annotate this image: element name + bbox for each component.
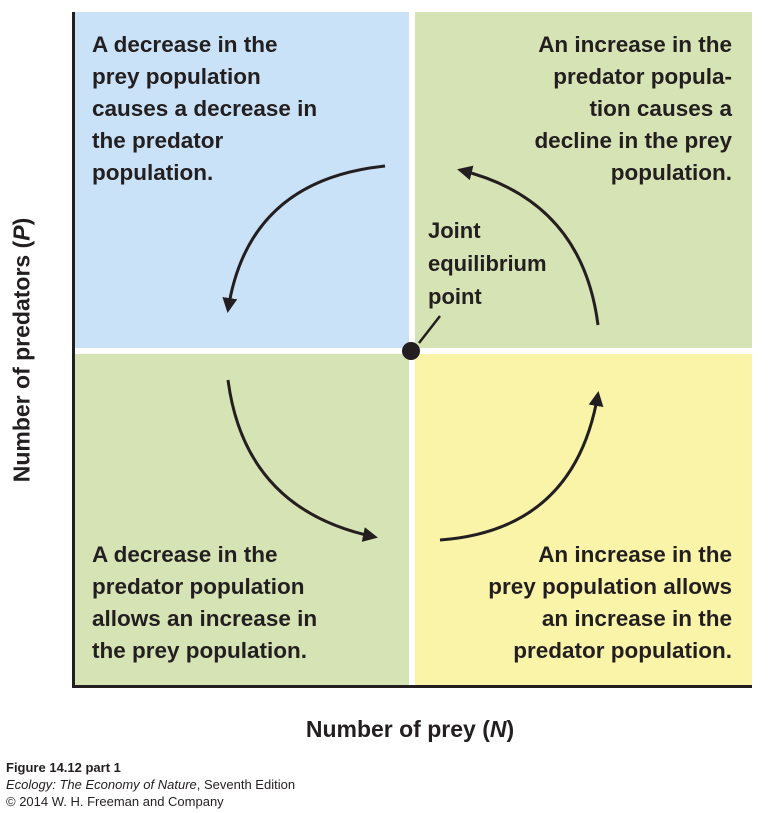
text-line: prey population allows	[488, 574, 732, 599]
quadrant-top-left	[75, 12, 409, 348]
text-line: equilibrium	[428, 251, 547, 276]
text-line: an increase in the	[541, 606, 732, 631]
text-line: predator popula-	[553, 64, 732, 89]
quadrant-top-left-text: A decrease in the prey population causes…	[92, 29, 392, 189]
equilibrium-point	[402, 342, 420, 360]
figure-caption: Figure 14.12 part 1 Ecology: The Economy…	[6, 759, 295, 810]
book-edition: , Seventh Edition	[196, 777, 296, 792]
arrow-bottom-right	[439, 391, 604, 542]
y-axis-label: Number of predators (P)	[9, 218, 36, 483]
quadrant-bottom-left	[75, 354, 409, 685]
quadrant-bottom-right-text: An increase in the prey population allow…	[422, 539, 732, 667]
text-line: the predator	[92, 128, 224, 153]
text-line: decline in the prey	[534, 128, 732, 153]
y-axis-variable: P	[8, 225, 35, 241]
equilibrium-pointer	[418, 315, 441, 344]
text-line: An increase in the	[538, 542, 732, 567]
quadrant-top-right-text: An increase in the predator popula- tion…	[432, 29, 732, 189]
x-axis-label-text: Number of prey (	[305, 716, 490, 742]
text-line: predator population	[92, 574, 305, 599]
arrow-top-right	[457, 165, 600, 326]
text-line: allows an increase in	[92, 606, 318, 631]
quadrant-bottom-left-text: A decrease in the predator population al…	[92, 539, 402, 667]
figure-number: Figure 14.12 part 1	[6, 760, 121, 775]
y-axis-label-text: Number of predators (	[8, 240, 35, 483]
text-line: population.	[610, 160, 732, 185]
axis-frame	[72, 12, 752, 688]
x-axis-label-close: )	[506, 716, 515, 742]
text-line: An increase in the	[538, 32, 732, 57]
copyright: © 2014 W. H. Freeman and Company	[6, 794, 224, 809]
text-line: A decrease in the	[92, 32, 278, 57]
x-axis-label: Number of prey (N)	[306, 716, 514, 743]
text-line: the prey population.	[92, 638, 308, 663]
text-line: causes a decrease in	[92, 96, 318, 121]
quadrant-bottom-right	[415, 354, 752, 685]
text-line: population.	[92, 160, 214, 185]
text-line: prey population	[92, 64, 261, 89]
text-line: tion causes a	[589, 96, 732, 121]
text-line: point	[428, 284, 482, 309]
arrow-top-left	[222, 164, 386, 313]
y-axis-label-close: )	[8, 217, 35, 226]
x-axis-variable: N	[489, 716, 507, 742]
text-line: A decrease in the	[92, 542, 278, 567]
arrow-bottom-left	[226, 379, 378, 542]
equilibrium-label: Joint equilibrium point	[428, 214, 608, 313]
text-line: Joint	[428, 218, 481, 243]
book-title: Ecology: The Economy of Nature	[6, 777, 197, 792]
text-line: predator population.	[513, 638, 732, 663]
